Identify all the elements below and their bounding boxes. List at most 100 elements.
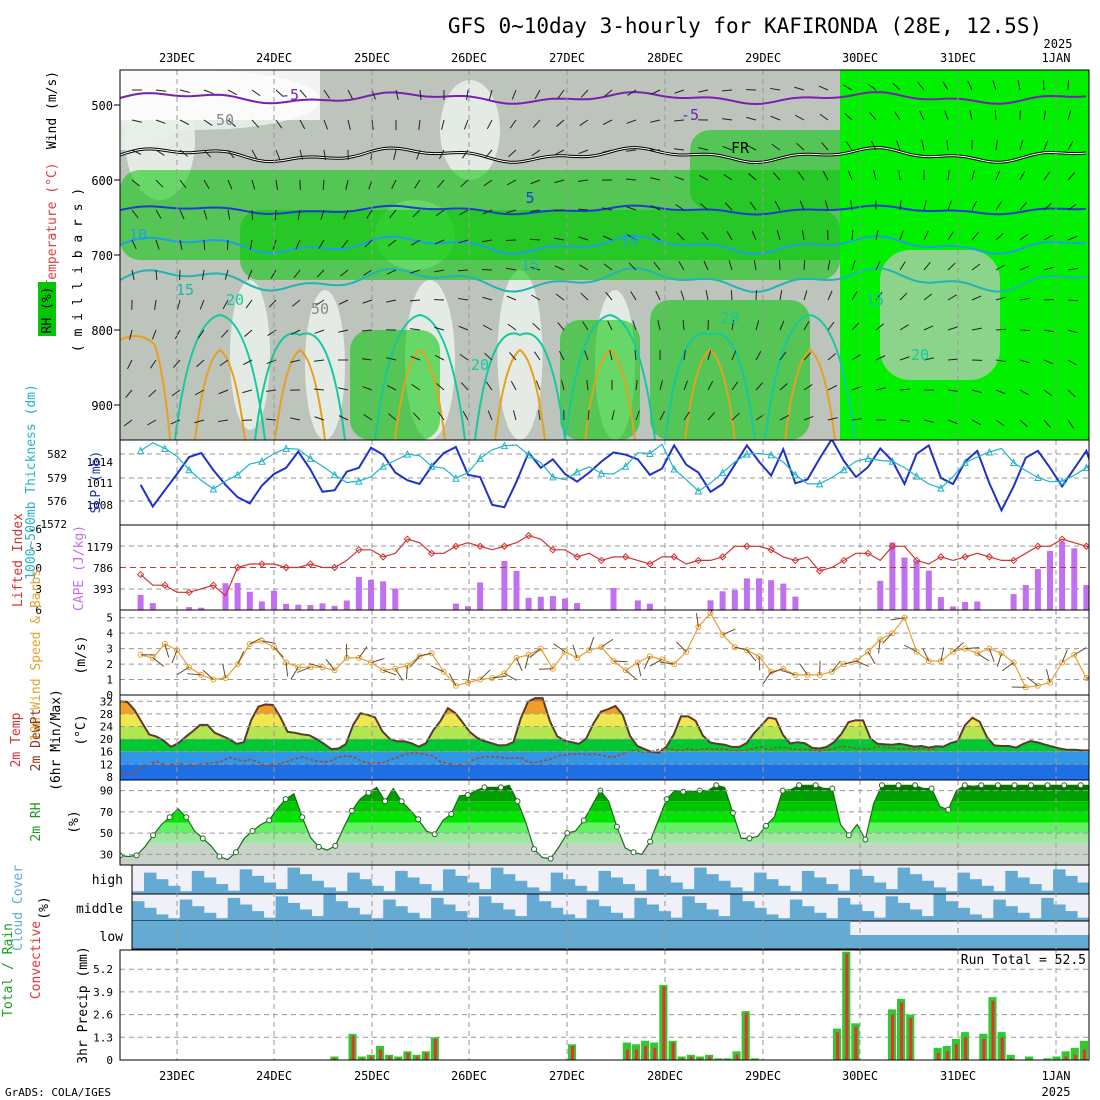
wind-tick-label: 2	[106, 658, 113, 671]
wind-barb	[683, 411, 691, 421]
rh-point	[232, 849, 239, 856]
cloud-level-label: high	[92, 873, 123, 888]
li-point	[476, 542, 484, 550]
rh-point	[133, 852, 140, 859]
precip-convective-bar	[954, 1044, 958, 1060]
li-point	[743, 542, 751, 550]
wind-barb	[529, 238, 541, 241]
cloud-cover-bar	[789, 921, 803, 949]
wind-speed-point	[477, 676, 484, 683]
wind-barb	[203, 209, 208, 220]
wind-barb	[995, 296, 1006, 301]
wind-speed-point	[562, 648, 568, 655]
x-tick-label-top: 26DEC	[451, 51, 487, 65]
wind-barb	[393, 149, 397, 160]
wind-barb	[602, 119, 613, 125]
cloud-cover-bar	[514, 916, 528, 921]
wind-barb	[308, 663, 323, 668]
cloud-cover-bar	[371, 921, 384, 949]
panel4-group	[120, 610, 1089, 695]
cloud-cover-bar	[706, 921, 719, 949]
cape-bar	[1059, 542, 1066, 610]
cape-bar	[501, 560, 508, 610]
wind-barb	[923, 200, 927, 211]
ylabel-3hr-precip: 3hr Precip (mm)	[76, 946, 91, 1063]
wind-speed-point	[913, 648, 920, 655]
rh-moist-band	[560, 320, 640, 440]
wind-barb	[532, 119, 541, 128]
wind-barb	[867, 651, 876, 665]
wind-speed-point	[925, 658, 932, 664]
precip-convective-bar	[891, 1014, 894, 1060]
wind-barb	[940, 647, 945, 662]
isotherm-20	[474, 332, 566, 440]
cloud-cover-bar	[538, 921, 552, 949]
li-point	[233, 563, 242, 572]
cloud-cover-bar	[885, 889, 899, 894]
wind-barb	[1019, 389, 1029, 396]
cloud-cover-bar	[574, 885, 588, 894]
cloud-cover-bar	[789, 891, 803, 894]
cloud-cover-bar	[395, 906, 408, 921]
panel-background	[120, 610, 1089, 695]
wind-barb	[952, 642, 964, 653]
wind-barb	[410, 269, 421, 274]
wind-barb	[371, 89, 376, 100]
cloud-cover-bar	[395, 870, 408, 894]
cape-bar	[1047, 550, 1053, 610]
wind-barb	[779, 320, 785, 331]
slp-tick-label: 1014	[87, 456, 114, 469]
wind-speed-point	[501, 670, 508, 677]
cloud-cover-bar	[873, 917, 887, 921]
cloud-cover-bar	[670, 921, 683, 949]
cloud-cover-bar	[1053, 935, 1066, 949]
wind-barb	[821, 142, 829, 151]
wind-barb	[770, 115, 781, 121]
cloud-cover-bar	[287, 867, 300, 894]
precip-total-bar	[695, 1056, 704, 1060]
wind-speed-point	[853, 658, 859, 664]
li-point	[694, 556, 703, 565]
wind-barb	[509, 352, 517, 361]
cloud-cover-bar	[598, 906, 611, 921]
cloud-cover-bar	[550, 907, 564, 921]
rh-tick-label: 70	[100, 806, 113, 819]
thickness-point	[427, 462, 436, 470]
wind-barb	[602, 235, 613, 241]
cloud-cover-bar	[179, 921, 193, 949]
wind-barb	[627, 234, 637, 241]
wind-speed-point	[622, 667, 629, 674]
cape-bar	[562, 598, 568, 610]
wind-barb	[195, 389, 205, 396]
wind-barb	[602, 207, 613, 211]
rh-tick-label: 30	[100, 848, 113, 861]
y-tick-label: 700	[91, 249, 113, 263]
wind-barb	[529, 648, 542, 658]
wind-barb	[483, 179, 493, 187]
wind-barb	[411, 383, 421, 391]
wind-barb	[611, 410, 615, 421]
ylabel-wind: Wind (m/s)	[45, 71, 60, 149]
wind-barb	[395, 89, 399, 100]
cloud-cover-bar	[443, 904, 456, 921]
wind-barb	[273, 646, 284, 658]
cloud-cover-bar	[383, 921, 396, 949]
wind-barb	[554, 149, 565, 156]
wind-barb	[509, 119, 517, 129]
wind-barb	[149, 359, 157, 369]
wind-barb	[131, 239, 137, 250]
wind-barb	[506, 267, 517, 271]
cloud-cover-bar	[610, 877, 623, 894]
wind-speed-point	[149, 654, 156, 661]
cape-bar	[731, 590, 738, 610]
cloud-cover-bar	[155, 914, 169, 921]
temp-band	[120, 751, 1089, 765]
cloud-cover-bar	[957, 872, 970, 894]
cloud-cover-bar	[431, 890, 444, 894]
wind-speed-point	[271, 644, 277, 651]
wind-barb	[405, 665, 408, 680]
x-tick-label-top: 30DEC	[842, 51, 878, 65]
precip-convective-bar	[671, 1042, 675, 1060]
precip-total-bar	[1061, 1051, 1070, 1060]
wind-barb	[1019, 265, 1030, 271]
